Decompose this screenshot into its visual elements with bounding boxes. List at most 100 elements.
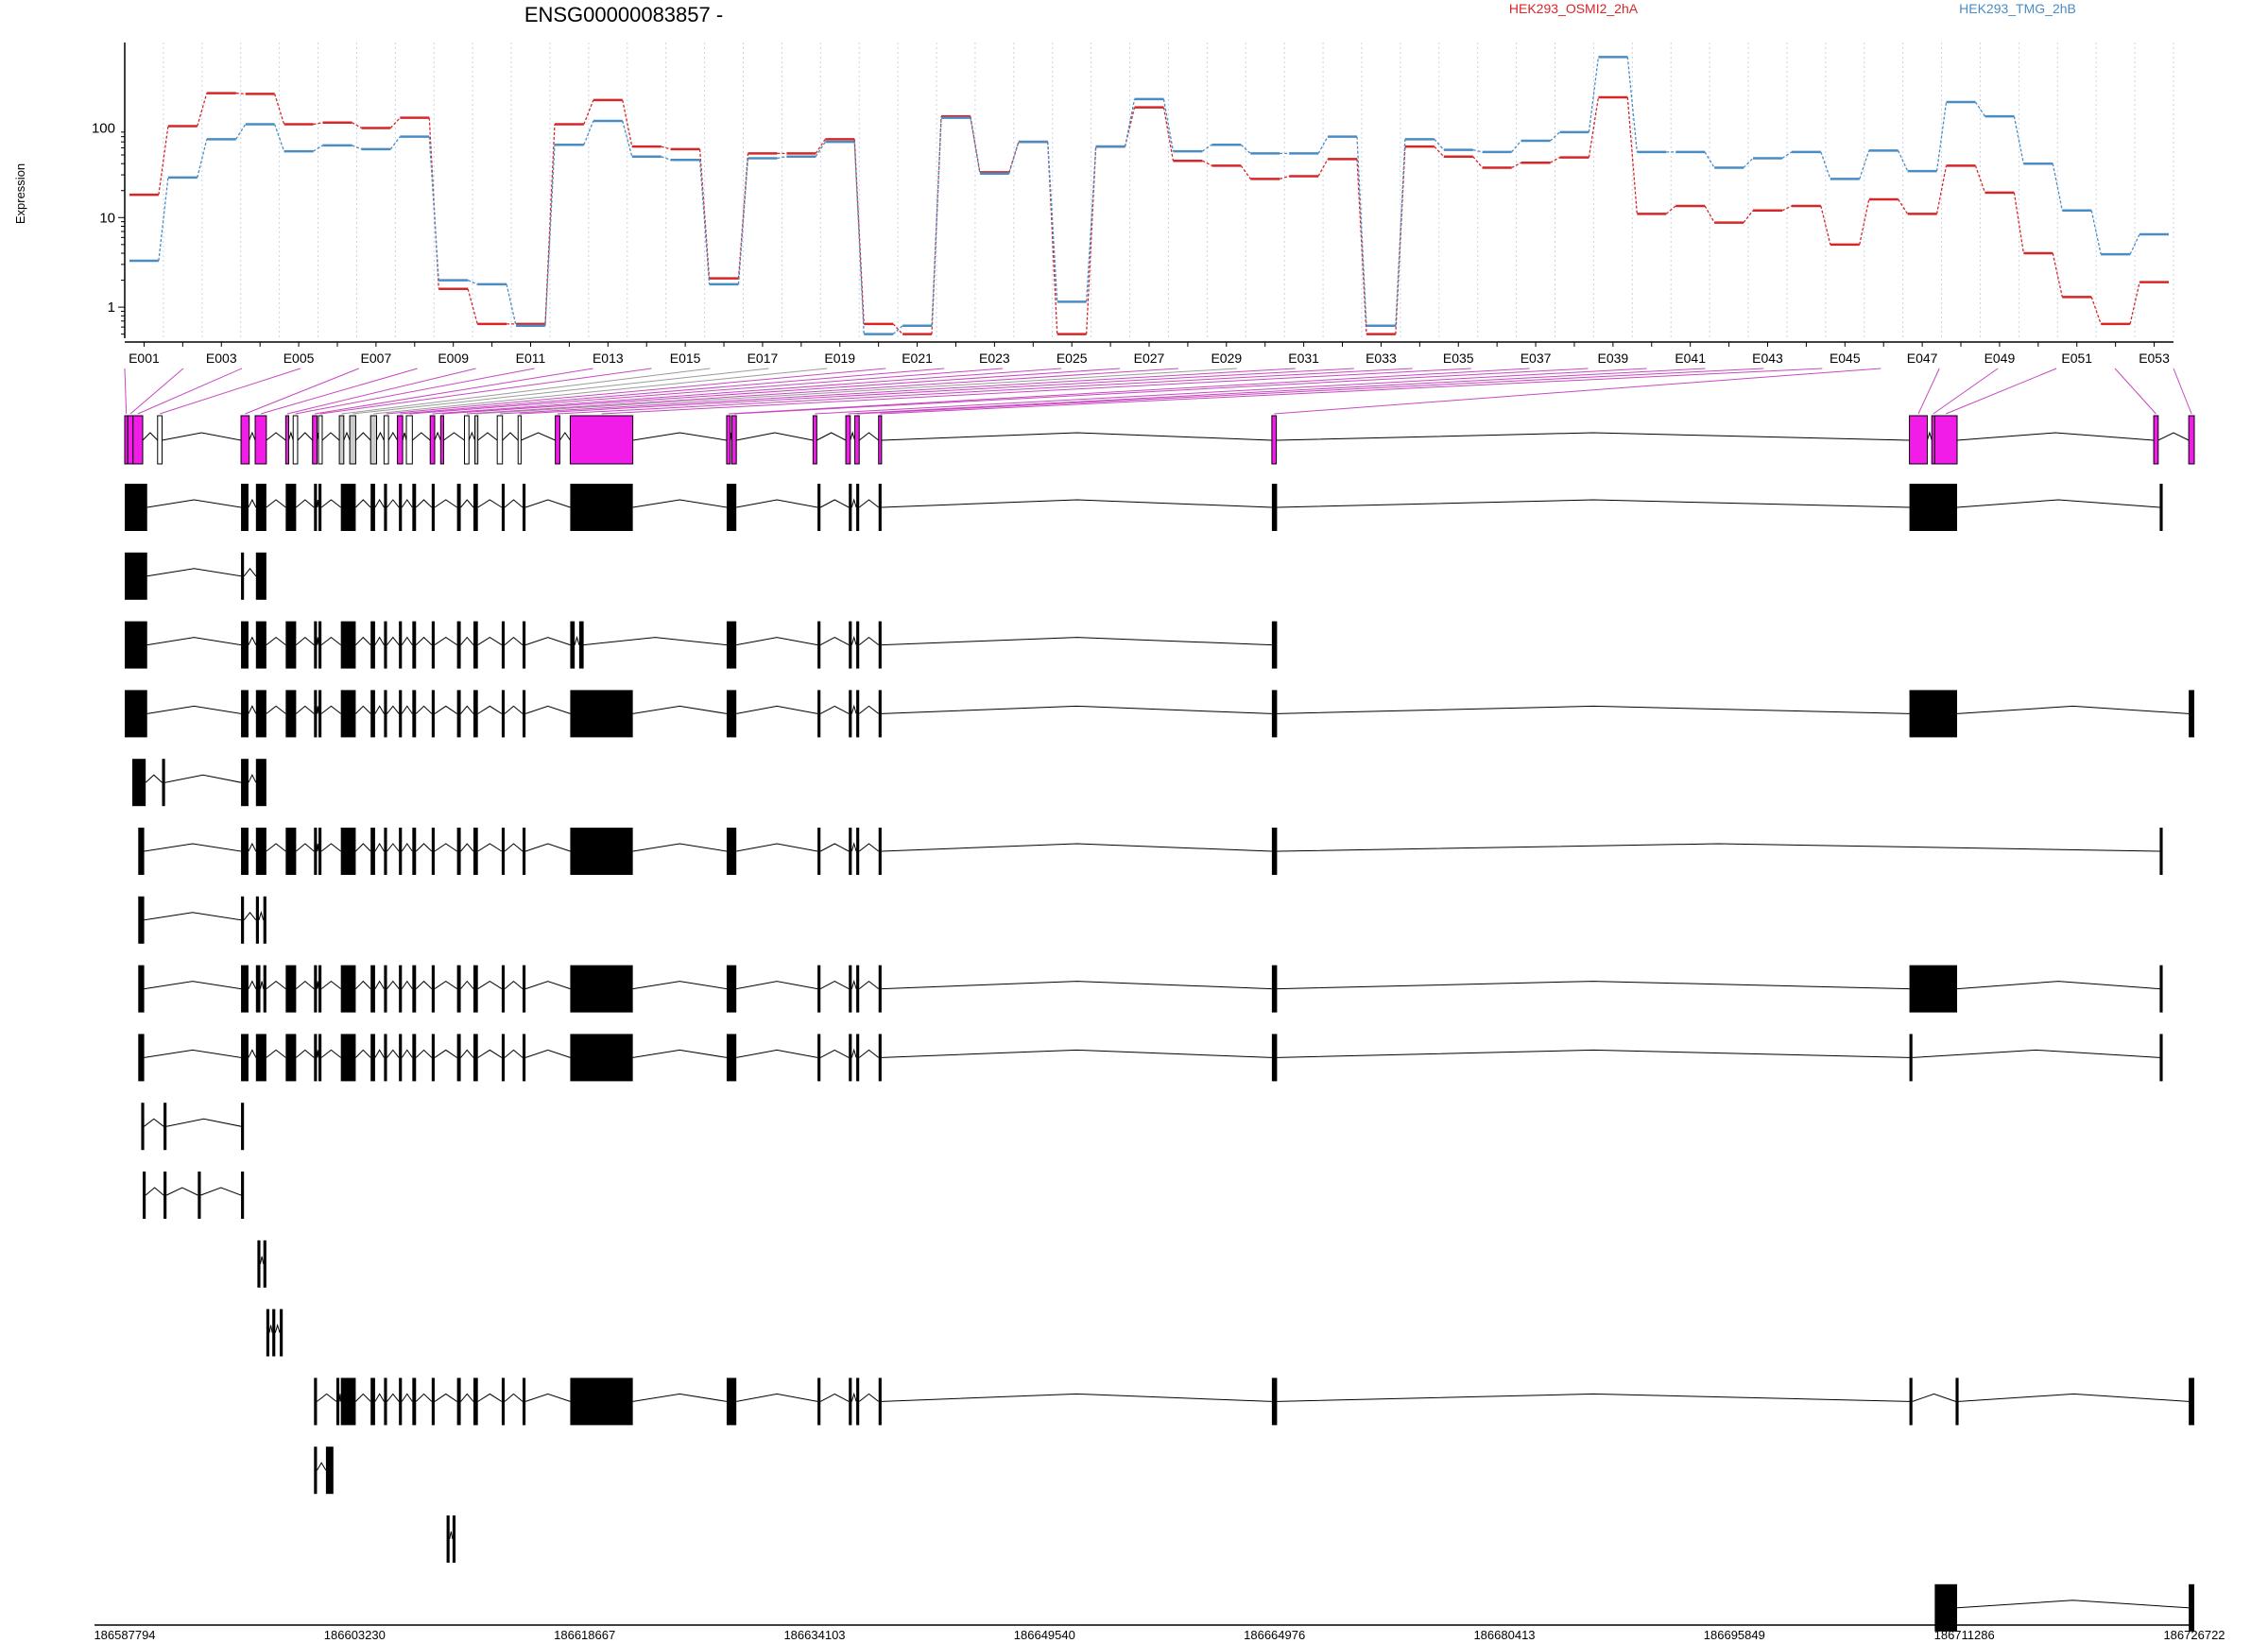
y-axis: 1 10 100 (92, 43, 126, 338)
transcript-exon (340, 621, 356, 669)
expression-step (274, 94, 285, 125)
expression-step (1434, 145, 1445, 158)
transcript-exon (340, 1378, 356, 1426)
exon-map-intron (850, 431, 855, 441)
transcript-exon (1934, 1583, 1958, 1632)
expression-step (1085, 146, 1097, 334)
x-tick-label: E021 (902, 351, 933, 366)
transcript-intron (574, 635, 580, 645)
transcript-exon (399, 1034, 403, 1082)
bin-connector (319, 368, 652, 415)
transcript-exon (255, 1034, 266, 1082)
transcript-intron (583, 637, 727, 646)
transcript-exon (578, 621, 584, 669)
transcript-intron (460, 499, 474, 508)
transcript-exon (138, 1034, 145, 1082)
transcript-exon (2159, 828, 2163, 875)
exon-bin-block (292, 415, 299, 465)
transcript-intron (460, 636, 474, 645)
transcript-intron (858, 499, 880, 508)
transcript-intron (401, 843, 413, 852)
transcript-intron (144, 843, 242, 852)
transcript-intron (477, 1049, 503, 1058)
x-tick-label: E035 (1443, 351, 1474, 366)
x-tick-label: E041 (1675, 351, 1706, 366)
transcript-intron (296, 636, 315, 645)
transcript-exon (318, 621, 322, 669)
transcript-intron (820, 705, 850, 714)
transcript-intron (401, 499, 413, 508)
transcript-intron (401, 705, 413, 714)
transcript-intron (144, 912, 242, 921)
exon-map-intron (632, 432, 728, 441)
expression-step (1665, 205, 1676, 214)
exon-map-intron (434, 431, 441, 441)
transcript-intron (296, 1049, 315, 1058)
transcript-exon (399, 828, 403, 875)
expression-step (2090, 210, 2102, 255)
transcript-intron (248, 842, 257, 852)
exon-map-intron (387, 432, 398, 441)
transcript-exon (849, 828, 852, 875)
transcript-exon (1271, 1034, 1278, 1082)
transcript-exon (370, 828, 375, 875)
exon-bin-block (1909, 415, 1928, 465)
expression-step (583, 99, 594, 125)
transcript-exon (2189, 1378, 2194, 1426)
transcript-exon (241, 896, 245, 944)
transcript-intron (1277, 705, 1910, 714)
exon-map-intron (1956, 432, 2155, 441)
transcript-exon (318, 484, 322, 531)
bin-connector (129, 368, 184, 415)
x-tick-label: E003 (206, 351, 237, 366)
transcript-exon (384, 828, 387, 875)
bin-connector (409, 368, 1004, 415)
expression-step (583, 120, 594, 145)
transcript-exon (241, 1034, 249, 1082)
transcript-exon (849, 1034, 852, 1082)
transcript-intron (401, 636, 413, 645)
expression-step (1898, 198, 1909, 214)
transcript-exon (726, 828, 737, 875)
exon-map-intron (881, 432, 1272, 441)
bin-connector (1946, 368, 2057, 415)
bin-connector (499, 368, 1296, 415)
transcript-intron (415, 1393, 433, 1402)
y-tick-label: 10 (99, 210, 115, 226)
transcript-intron (504, 636, 524, 645)
transcript-intron (320, 499, 341, 508)
expression-step (158, 126, 169, 196)
transcript-intron (266, 499, 286, 508)
expression-step (1859, 150, 1870, 180)
transcript-intron (374, 636, 385, 645)
transcript-intron (320, 1049, 341, 1058)
transcript-intron (460, 705, 474, 714)
transcript-exon (255, 690, 266, 738)
transcript-exon (817, 484, 821, 531)
transcript-intron (858, 843, 880, 852)
transcript-intron (266, 636, 286, 645)
transcript-exon (856, 1378, 860, 1426)
expression-step (313, 145, 323, 152)
exon-bin-map (124, 415, 2195, 465)
transcript-row (314, 1378, 2194, 1426)
transcript-exon (1271, 1378, 1278, 1426)
transcript-intron (374, 1393, 385, 1402)
transcript-intron (317, 1462, 327, 1471)
exon-bin-block (157, 415, 163, 465)
transcript-intron (415, 499, 433, 508)
expression-step (1085, 146, 1097, 302)
expression-step (1974, 165, 1986, 194)
expression-step (1047, 142, 1058, 302)
transcript-intron (850, 979, 857, 989)
transcript-intron (477, 637, 503, 646)
transcript-intron (316, 637, 319, 645)
expression-step (1356, 136, 1367, 326)
expression-step (1898, 150, 1909, 172)
transcript-exon (255, 552, 266, 600)
transcript-intron (338, 1394, 342, 1402)
transcript-exon (412, 965, 417, 1013)
transcript-intron (504, 1393, 524, 1402)
exon-map-intron (321, 432, 340, 441)
transcript-exon (125, 484, 147, 531)
